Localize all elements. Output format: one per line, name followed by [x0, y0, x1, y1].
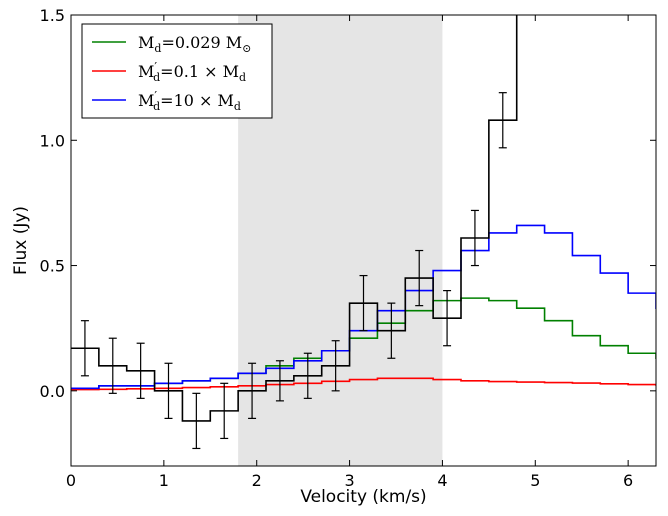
- error-bar: [248, 362, 257, 419]
- x-tick-label: 4: [437, 471, 447, 490]
- legend-label: M′ d=10 × Md: [138, 89, 241, 113]
- plot-area: [71, 15, 656, 450]
- error-bar: [331, 340, 340, 392]
- x-tick-label: 3: [344, 471, 354, 490]
- error-bar: [470, 209, 479, 267]
- y-axis-label: Flux (Jy): [11, 206, 31, 275]
- x-axis-label: Velocity (km/s): [300, 487, 426, 507]
- legend-item-2: M′ d=0.1 × Md: [92, 60, 246, 84]
- y-tick-label: 1.0: [40, 131, 65, 150]
- error-bar: [136, 342, 145, 399]
- legend-item-3: M′ d=10 × Md: [92, 89, 241, 113]
- error-bar: [275, 360, 284, 402]
- error-bar: [303, 352, 312, 399]
- x-tick-label: 0: [66, 471, 76, 490]
- error-bar: [387, 302, 396, 359]
- error-bar: [498, 92, 507, 149]
- error-bar: [192, 392, 201, 450]
- x-tick-label: 1: [159, 471, 169, 490]
- error-bar: [108, 337, 117, 394]
- error-bar: [359, 274, 368, 332]
- legend-label: Md=0.029 M⊙: [138, 33, 251, 55]
- x-tick-label: 6: [623, 471, 633, 490]
- legend-label: M′ d=0.1 × Md: [138, 60, 246, 84]
- x-tick-label: 5: [530, 471, 540, 490]
- error-bar: [415, 249, 424, 307]
- x-tick-label: 2: [252, 471, 262, 490]
- y-tick-label: 1.5: [40, 6, 65, 25]
- y-tick-label: 0.5: [40, 257, 65, 276]
- error-bar: [220, 382, 229, 440]
- error-bar: [443, 290, 452, 347]
- error-bar: [80, 320, 89, 377]
- legend-item-1: Md=0.029 M⊙: [92, 33, 251, 55]
- error-bar: [164, 362, 173, 419]
- plot-frame: [70, 14, 657, 467]
- series-line-2: [71, 377, 656, 391]
- legend: Md=0.029 M⊙ M′ d=0.1 × Md M′ d=10 × Md: [81, 23, 273, 119]
- y-tick-label: 0.0: [40, 382, 65, 401]
